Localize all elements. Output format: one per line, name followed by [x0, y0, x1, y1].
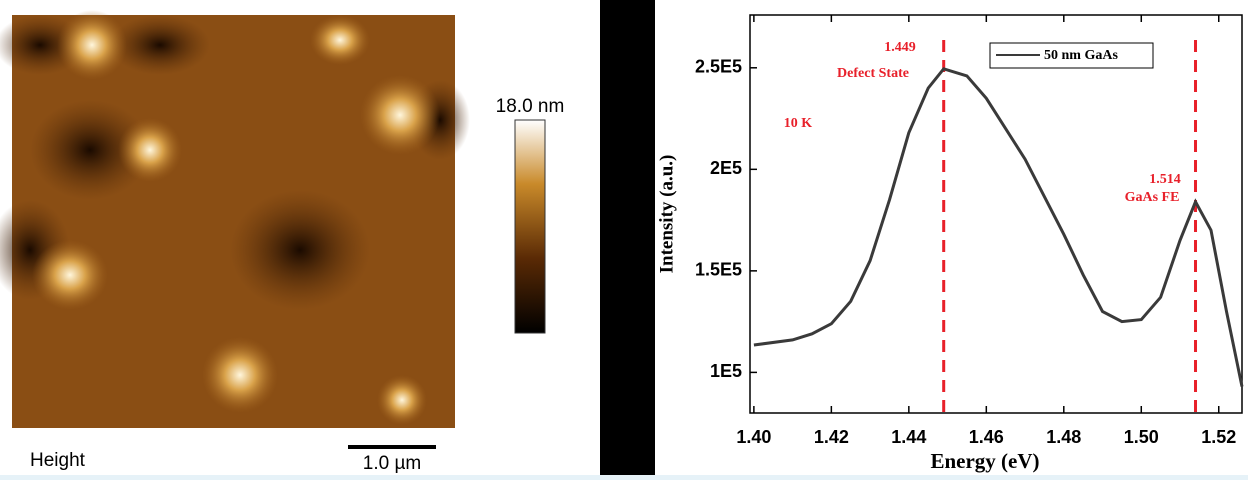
y-axis-label: Intensity (a.u.): [656, 155, 677, 274]
legend-label: 50 nm GaAs: [1044, 48, 1118, 63]
x-tick-label: 1.48: [1046, 427, 1081, 447]
annotation: 10 K: [784, 116, 813, 131]
x-tick-label: 1.52: [1201, 427, 1236, 447]
figure: 18.0 nm Height 1.0 µm Energy (eV) Intens…: [0, 0, 1248, 475]
x-axis-label: Energy (eV): [930, 449, 1039, 473]
afm-label: Height: [30, 450, 86, 471]
y-tick-label: 1.5E5: [695, 260, 742, 280]
colorbar-max: 18.0 nm: [496, 96, 565, 117]
x-tick-label: 1.50: [1124, 427, 1159, 447]
x-tick-label: 1.44: [891, 427, 926, 447]
x-tick-label: 1.40: [736, 427, 771, 447]
divider: [600, 0, 655, 475]
y-tick-label: 2.5E5: [695, 57, 742, 77]
y-tick-label: 2E5: [710, 158, 742, 178]
y-tick-label: 1E5: [710, 361, 742, 381]
annotation: 1.449: [884, 40, 916, 55]
afm-image: [0, 10, 470, 428]
colorbar: [515, 120, 545, 333]
x-tick-label: 1.46: [969, 427, 1004, 447]
annotation: GaAs FE: [1125, 190, 1180, 205]
annotation: 1.514: [1149, 172, 1181, 187]
x-tick-label: 1.42: [814, 427, 849, 447]
page: {"afm_image": {"label": "Height", "scale…: [0, 0, 1248, 475]
scale-bar-label: 1.0 µm: [363, 453, 421, 474]
annotation: Defect State: [837, 66, 909, 81]
